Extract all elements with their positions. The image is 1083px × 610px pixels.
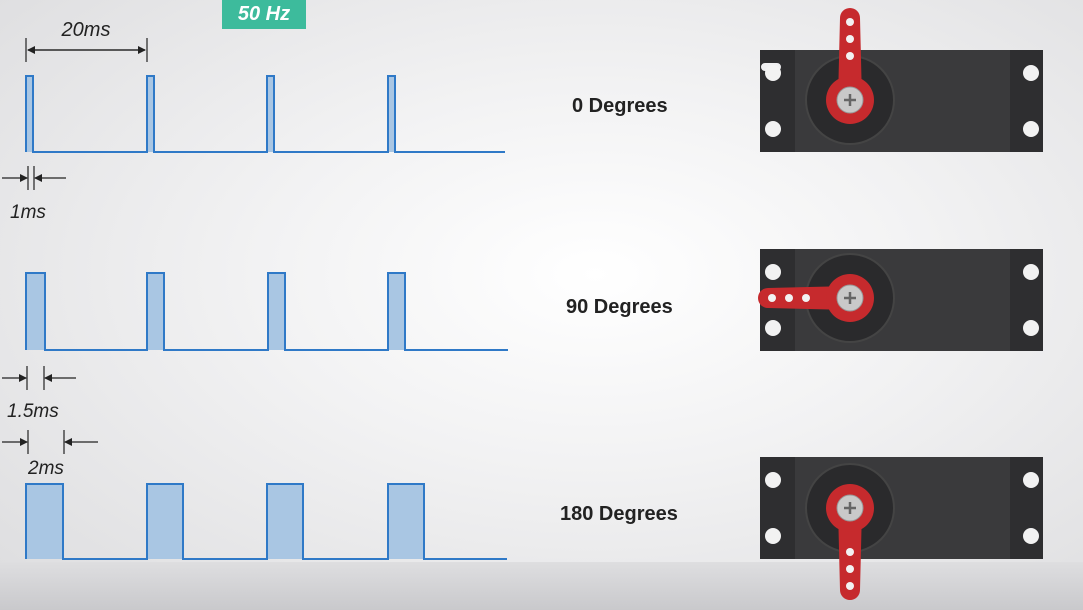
position-label-180: 180 Degrees xyxy=(560,503,678,525)
pulse-fill xyxy=(388,76,395,152)
pulse-fill xyxy=(147,273,164,350)
mount-hole xyxy=(1023,65,1039,81)
pulse-fill xyxy=(268,273,285,350)
pulse-width-dimension xyxy=(2,366,76,390)
pulse-fill xyxy=(388,273,405,350)
mount-hole xyxy=(1023,264,1039,280)
waveform-row-1ms: 1ms xyxy=(2,75,505,223)
mount-hole xyxy=(765,264,781,280)
signal-line xyxy=(25,75,505,153)
servo-motor-90deg xyxy=(758,249,1043,351)
pulse-fill xyxy=(26,76,33,152)
pulse-width-label: 1ms xyxy=(10,202,46,223)
pulse-width-label: 1.5ms xyxy=(7,401,59,422)
pulse-fills xyxy=(26,273,405,350)
pulse-fills xyxy=(26,76,395,152)
mount-hole xyxy=(1023,528,1039,544)
servo-horn xyxy=(758,274,874,322)
pulse-fill xyxy=(388,484,424,559)
pulse-fill xyxy=(26,273,45,350)
mount-hole xyxy=(765,528,781,544)
mount-hole xyxy=(765,320,781,336)
pulse-width-dimension xyxy=(2,166,66,190)
signal-line xyxy=(25,483,507,560)
pulse-width-dimension xyxy=(2,430,98,454)
pulse-fill xyxy=(267,484,303,559)
pulse-fill xyxy=(147,484,183,559)
mount-hole xyxy=(765,65,781,81)
period-dimension: 20ms xyxy=(25,19,148,62)
pulse-fill xyxy=(267,76,274,152)
period-label: 20ms xyxy=(61,19,111,41)
waveform-row-1-5ms: 1.5ms xyxy=(2,272,508,422)
mount-hole xyxy=(765,121,781,137)
position-label-0: 0 Degrees xyxy=(572,95,668,117)
pulse-fills xyxy=(26,484,424,559)
waveform-row-2ms: 2ms xyxy=(2,430,507,560)
floor-band xyxy=(0,562,1083,610)
pulse-width-label: 2ms xyxy=(27,458,64,479)
signal-line xyxy=(25,272,508,351)
mount-hole xyxy=(1023,472,1039,488)
frequency-badge: 50 Hz xyxy=(222,0,306,29)
servo-motor-0deg xyxy=(760,8,1043,152)
position-label-90: 90 Degrees xyxy=(566,296,673,318)
pulse-fill xyxy=(147,76,154,152)
mount-hole xyxy=(1023,320,1039,336)
servo-motor-180deg xyxy=(760,457,1043,600)
mount-hole xyxy=(765,472,781,488)
pulse-fill xyxy=(26,484,63,559)
mount-hole xyxy=(1023,121,1039,137)
